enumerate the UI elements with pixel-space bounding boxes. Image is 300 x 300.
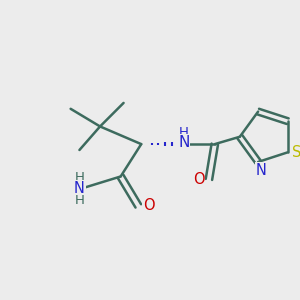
Text: O: O <box>193 172 204 187</box>
Text: N: N <box>256 163 266 178</box>
Text: N: N <box>178 135 190 150</box>
Text: S: S <box>292 145 300 160</box>
Text: H: H <box>179 126 189 139</box>
Text: N: N <box>74 181 85 196</box>
Text: O: O <box>143 198 154 213</box>
Text: H: H <box>74 194 84 207</box>
Text: H: H <box>74 171 84 184</box>
